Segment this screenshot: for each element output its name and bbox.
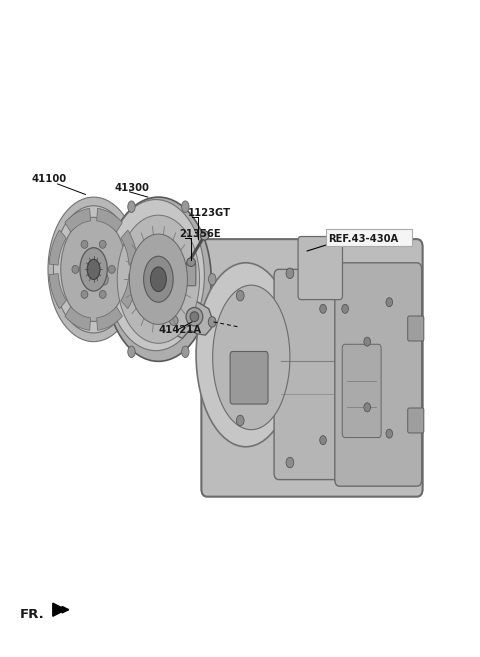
Wedge shape: [65, 208, 91, 232]
Ellipse shape: [181, 201, 189, 212]
Ellipse shape: [386, 298, 393, 307]
Wedge shape: [49, 273, 66, 309]
Ellipse shape: [53, 206, 134, 333]
Ellipse shape: [181, 346, 189, 357]
FancyBboxPatch shape: [335, 263, 421, 486]
Ellipse shape: [187, 258, 195, 267]
Ellipse shape: [151, 267, 166, 292]
Ellipse shape: [128, 201, 135, 212]
Ellipse shape: [101, 273, 108, 285]
Ellipse shape: [169, 316, 178, 326]
Ellipse shape: [200, 231, 209, 240]
Text: 41300: 41300: [114, 183, 149, 193]
Wedge shape: [121, 273, 138, 309]
FancyBboxPatch shape: [342, 344, 381, 438]
FancyBboxPatch shape: [408, 316, 424, 341]
Ellipse shape: [236, 290, 244, 301]
Ellipse shape: [106, 197, 211, 361]
Text: REF.43-430A: REF.43-430A: [328, 234, 398, 244]
Ellipse shape: [209, 273, 216, 285]
Ellipse shape: [186, 307, 203, 326]
Ellipse shape: [196, 263, 295, 447]
Ellipse shape: [130, 234, 187, 325]
Ellipse shape: [386, 429, 393, 438]
Polygon shape: [168, 301, 212, 338]
FancyBboxPatch shape: [326, 229, 412, 246]
Ellipse shape: [80, 248, 108, 291]
Ellipse shape: [213, 285, 290, 430]
FancyBboxPatch shape: [202, 239, 423, 497]
Ellipse shape: [190, 312, 199, 322]
Ellipse shape: [117, 215, 200, 344]
Ellipse shape: [87, 260, 100, 279]
Text: 21356E: 21356E: [179, 229, 221, 239]
Ellipse shape: [81, 290, 88, 298]
Ellipse shape: [107, 200, 204, 351]
FancyBboxPatch shape: [274, 269, 372, 480]
Text: 41100: 41100: [31, 174, 66, 184]
Ellipse shape: [108, 265, 115, 273]
Ellipse shape: [81, 240, 88, 248]
Wedge shape: [96, 307, 122, 330]
Ellipse shape: [48, 197, 139, 342]
Polygon shape: [53, 603, 66, 616]
Ellipse shape: [99, 290, 106, 298]
Ellipse shape: [364, 337, 371, 346]
Ellipse shape: [364, 403, 371, 412]
Text: 41421A: 41421A: [158, 325, 202, 335]
Ellipse shape: [236, 415, 244, 426]
Ellipse shape: [144, 256, 173, 302]
Wedge shape: [65, 307, 91, 330]
Ellipse shape: [342, 304, 348, 313]
Ellipse shape: [286, 268, 294, 279]
Wedge shape: [96, 208, 122, 232]
Ellipse shape: [61, 217, 126, 321]
Ellipse shape: [128, 346, 135, 357]
FancyBboxPatch shape: [408, 408, 424, 433]
FancyBboxPatch shape: [298, 237, 343, 300]
Ellipse shape: [286, 457, 294, 468]
Ellipse shape: [99, 240, 106, 248]
Ellipse shape: [320, 304, 326, 313]
Ellipse shape: [320, 436, 326, 445]
Ellipse shape: [72, 265, 79, 273]
Text: 1123GT: 1123GT: [188, 208, 231, 218]
Text: FR.: FR.: [20, 608, 45, 622]
FancyBboxPatch shape: [186, 263, 196, 286]
Wedge shape: [121, 230, 138, 265]
FancyBboxPatch shape: [230, 351, 268, 404]
Ellipse shape: [208, 317, 216, 327]
Wedge shape: [49, 230, 66, 265]
